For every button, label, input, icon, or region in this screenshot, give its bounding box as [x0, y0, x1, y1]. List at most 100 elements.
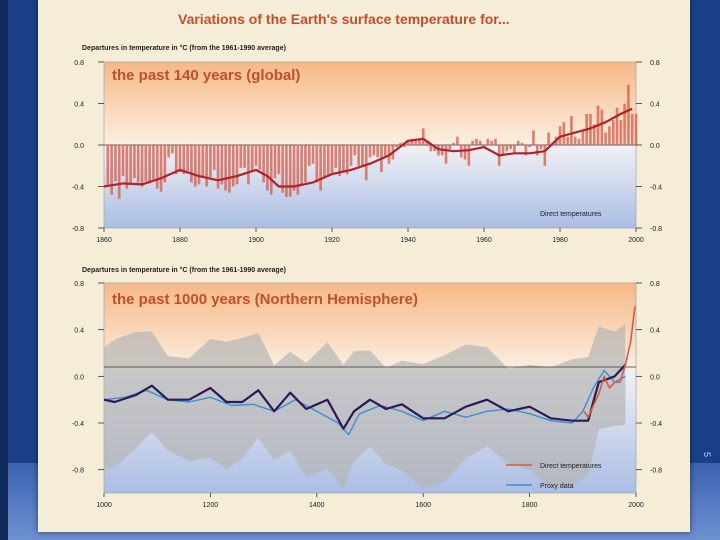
chart1-bar	[383, 145, 387, 158]
chart2-x-ticks: 1000 1200 1400 1600 1800 2000	[96, 493, 644, 509]
chart1-bar	[239, 145, 243, 168]
chart1-bar	[129, 145, 132, 185]
side-note: 5	[702, 452, 712, 458]
chart1-y-ticks-right: 0.8 0.4 0.0 -0.4 -0.8	[636, 60, 662, 233]
chart2-uncertainty-band	[104, 323, 626, 489]
chart1-xtick: 1980	[552, 237, 568, 244]
chart1-bar	[235, 145, 239, 185]
chart1-bar	[266, 145, 269, 191]
chart1-bar	[577, 138, 581, 145]
chart-global-140-years: Departures in temperature in °C (from th…	[72, 44, 662, 244]
chart1-bar	[608, 126, 611, 145]
chart1-bar	[262, 145, 265, 183]
chart2-direct-series	[583, 306, 636, 419]
chart1-bar	[520, 142, 524, 145]
chart2-ylabel: Departures in temperature in °C (from th…	[82, 266, 286, 274]
chart2-y-ticks-left: 0.8 0.4 0.0 -0.4 -0.8	[72, 281, 104, 475]
chart1-bar	[516, 140, 520, 145]
chart2-ytick-left: -0.8	[72, 468, 84, 475]
chart1-bar	[376, 145, 379, 158]
chart1-bar	[326, 145, 330, 177]
chart1-bar	[220, 145, 224, 185]
chart1-bar	[110, 145, 113, 195]
chart1-bar	[452, 142, 455, 145]
chart1-bar	[258, 145, 262, 170]
chart2-ytick-right: 0.0	[650, 374, 660, 381]
chart1-ytick-right: 0.4	[650, 102, 660, 109]
chart1-bar	[627, 84, 630, 145]
chart1-xtick: 1860	[96, 237, 112, 244]
chart1-smoothed-series	[103, 107, 633, 188]
chart1-bar	[494, 138, 497, 145]
chart1-bar	[152, 145, 155, 180]
chart1-bar	[178, 145, 182, 172]
chart1-ytick-right: 0.8	[650, 60, 660, 67]
chart2-xtick: 1000	[96, 502, 112, 509]
chart1-ytick-left: 0.8	[74, 60, 84, 67]
chart-nh-1000-years: Departures in temperature in °C (from th…	[72, 266, 662, 509]
chart1-bar	[300, 145, 303, 185]
chart1-bar	[212, 145, 216, 170]
chart1-bar	[562, 122, 566, 145]
chart1-y-ticks-left: 0.8 0.4 0.0 -0.4 -0.8	[72, 60, 104, 233]
chart1-bar	[456, 136, 459, 145]
chart1-bar	[364, 145, 368, 181]
chart2-direct-line	[583, 306, 636, 419]
chart1-bar	[193, 145, 197, 187]
chart1-bar	[543, 145, 547, 166]
chart1-xtick: 1880	[172, 237, 188, 244]
chart1-bar	[539, 145, 543, 150]
chart1-bar	[228, 145, 231, 193]
chart1-bar	[410, 138, 414, 145]
chart1-bar	[205, 145, 208, 187]
chart1-bar	[144, 145, 148, 182]
figure-panel: Variations of the Earth's surface temper…	[38, 0, 690, 532]
chart1-bar	[433, 145, 436, 152]
chart1-bar	[372, 145, 376, 156]
chart2-ytick-left: 0.4	[74, 328, 84, 335]
chart1-ytick-left: -0.4	[72, 185, 84, 192]
slide-left-edge	[0, 0, 8, 540]
chart1-bar	[604, 132, 607, 145]
chart1-title: the past 140 years (global)	[112, 67, 300, 84]
chart1-bar	[243, 145, 246, 168]
chart1-bar	[478, 140, 482, 145]
chart1-bar	[361, 145, 364, 166]
chart1-bar	[307, 145, 311, 166]
chart1-bar	[634, 113, 638, 145]
chart1-bar	[444, 145, 448, 164]
chart1-bar	[345, 145, 349, 175]
chart1-bar	[524, 145, 528, 156]
chart2-ytick-right: -0.4	[650, 421, 662, 428]
chart1-smoothed-line	[103, 107, 633, 188]
chart1-bar	[171, 145, 174, 154]
chart1-bar	[106, 145, 110, 187]
chart1-bar	[600, 109, 604, 145]
chart1-bar	[623, 103, 626, 145]
chart1-bar	[486, 138, 490, 145]
chart1-bar	[349, 145, 353, 166]
chart1-bar	[581, 130, 585, 145]
chart1-bar	[197, 145, 201, 185]
chart1-bar	[133, 145, 136, 179]
chart1-bar	[330, 145, 334, 175]
chart1-bar	[615, 107, 619, 145]
figure-title: Variations of the Earth's surface temper…	[178, 11, 510, 27]
chart1-x-ticks: 1860 1880 1900 1920 1940 1960 1980 2000	[96, 228, 644, 244]
chart1-bar	[338, 145, 341, 177]
chart2-band-area	[104, 323, 626, 489]
chart2-xtick: 1800	[522, 502, 538, 509]
chart1-bar	[269, 145, 273, 195]
chart1-bar	[296, 145, 300, 195]
chart1-bar	[399, 142, 402, 145]
chart1-bar	[463, 145, 467, 160]
chart1-bar	[357, 145, 360, 166]
chart2-legend-proxy: Proxy data	[540, 483, 574, 490]
chart2-ytick-left: 0.8	[74, 281, 84, 288]
chart2-xtick: 1600	[415, 502, 431, 509]
chart1-bar	[125, 145, 129, 189]
chart1-bar	[254, 145, 258, 166]
chart1-bar	[509, 145, 512, 150]
chart1-bar	[292, 145, 296, 191]
chart1-bar	[288, 145, 292, 197]
